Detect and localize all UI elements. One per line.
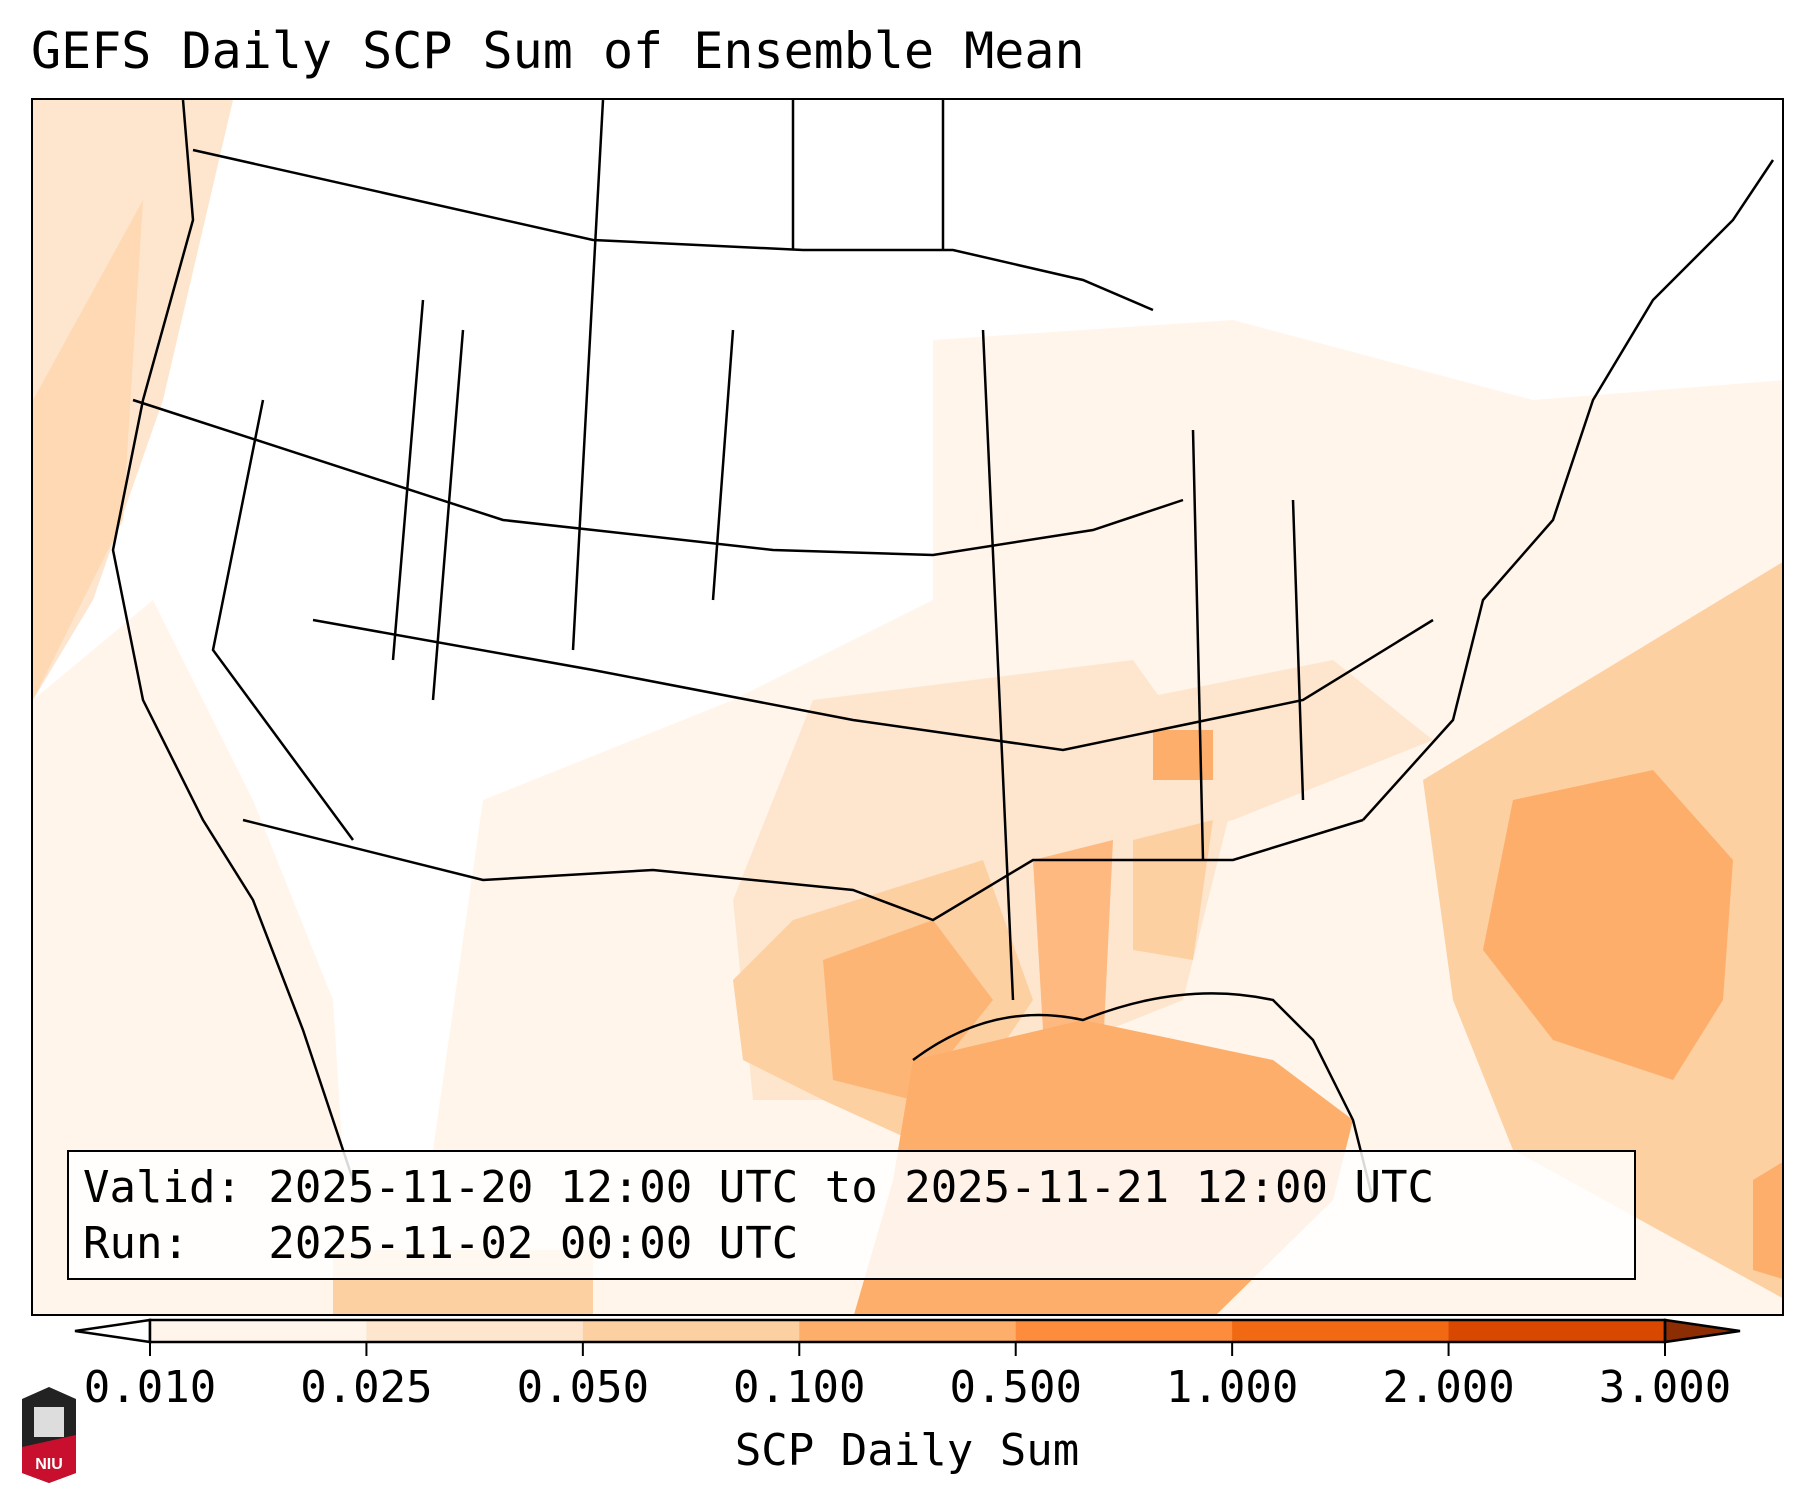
colorbar-segment: [1015, 1320, 1233, 1342]
colorbar-segment: [582, 1320, 800, 1342]
colorbar-tick-label: 0.050: [516, 1362, 650, 1413]
niu-logo: NIU: [22, 1387, 76, 1483]
map-panel: [31, 98, 1784, 1316]
run-time: Run: 2025-11-02 00:00 UTC: [83, 1218, 799, 1269]
colorbar-under-extend: [74, 1318, 152, 1344]
colorbar-tick-label: 0.100: [733, 1362, 866, 1413]
svg-text:NIU: NIU: [35, 1456, 63, 1473]
state-boundaries: [111, 100, 1775, 1201]
colorbar-tick-label: 0.025: [300, 1362, 433, 1413]
colorbar-segment: [1448, 1320, 1666, 1342]
colorbar-tick-label: 0.500: [949, 1362, 1082, 1413]
colorbar-segment: [799, 1320, 1017, 1342]
colorbar-tick-label: 2.000: [1382, 1362, 1515, 1413]
colorbar-tick-label: 3.000: [1598, 1362, 1732, 1413]
colorbar-segment: [1232, 1320, 1450, 1342]
colorbar-tick-label: 0.010: [83, 1362, 217, 1413]
map-title: GEFS Daily SCP Sum of Ensemble Mean: [31, 22, 1085, 80]
scp-shading: [33, 100, 1782, 1314]
colorbar-over-extend: [1663, 1318, 1741, 1344]
colorbar-label: SCP Daily Sum: [734, 1425, 1080, 1476]
colorbar-outline: [148, 1318, 1667, 1344]
valid-time: Valid: 2025-11-20 12:00 UTC to 2025-11-2…: [83, 1162, 1435, 1213]
colorbar-tick-label: 1.000: [1165, 1362, 1299, 1413]
colorbar-segment: [150, 1320, 367, 1342]
colorbar: [74, 1318, 1741, 1356]
scp-field-map: [33, 100, 1782, 1314]
colorbar-segment: [366, 1320, 584, 1342]
validity-info-box: Valid: 2025-11-20 12:00 UTC to 2025-11-2…: [67, 1150, 1636, 1280]
